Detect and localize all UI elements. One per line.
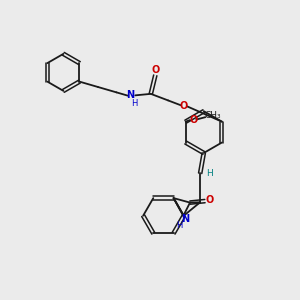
Text: O: O — [151, 65, 159, 75]
Text: N: N — [181, 214, 189, 224]
Text: O: O — [206, 196, 214, 206]
Text: H: H — [206, 169, 213, 178]
Text: O: O — [179, 101, 188, 111]
Text: N: N — [126, 90, 134, 100]
Text: O: O — [189, 115, 197, 124]
Text: H: H — [176, 221, 182, 230]
Text: CH₃: CH₃ — [205, 111, 221, 120]
Text: H: H — [131, 99, 138, 108]
